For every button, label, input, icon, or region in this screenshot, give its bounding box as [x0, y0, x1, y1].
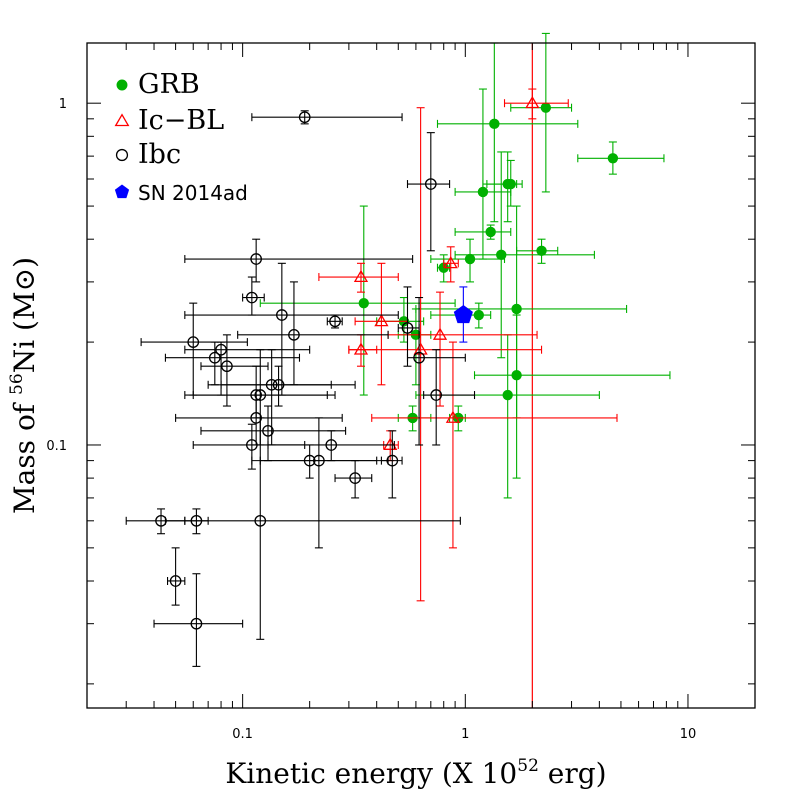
x-axis-title-superscript: 52 — [517, 756, 539, 776]
data-point — [424, 178, 437, 190]
series-ic-bl — [318, 88, 618, 602]
data-point — [250, 253, 263, 265]
data-point — [536, 245, 547, 256]
data-point — [485, 226, 496, 238]
y-axis-title-superscript: 56 — [7, 373, 27, 395]
data-point — [353, 269, 369, 283]
data-point — [496, 249, 507, 261]
data-point — [413, 342, 428, 355]
data-point — [511, 303, 522, 315]
data-point — [489, 118, 500, 130]
data-point — [246, 291, 258, 304]
legend-entry: Ibc — [115, 139, 181, 170]
series-ibc — [125, 110, 476, 667]
y-axis-title: Mass of 56Ni (M⊙) — [7, 257, 41, 514]
data-point — [254, 514, 267, 527]
data-point — [187, 336, 200, 348]
legend-marker — [114, 184, 130, 199]
legend-label: Ibc — [138, 139, 181, 170]
data-point — [349, 472, 361, 484]
axes-layer: 0.1 1 10 0.1 1 — [46, 42, 756, 742]
legend-entry: SN 2014ad — [114, 181, 248, 205]
legend-entry: GRB — [116, 69, 200, 100]
data-point — [169, 575, 182, 587]
legend-entry: Ic−BL — [114, 105, 224, 136]
data-point — [443, 256, 458, 269]
legend-label: Ic−BL — [138, 105, 224, 136]
data-point — [432, 327, 448, 340]
data-point — [190, 617, 203, 630]
y-axis-title-tail: Ni (M⊙) — [8, 257, 41, 373]
data-point — [272, 378, 285, 391]
data-point — [329, 315, 341, 328]
x-tick-label: 0.1 — [232, 727, 253, 742]
data-point — [525, 95, 540, 109]
data-point — [477, 186, 489, 198]
data-point — [288, 328, 300, 341]
x-tick-label: 10 — [680, 727, 697, 742]
data-point — [453, 305, 473, 324]
y-axis-title-main: Mass of — [8, 395, 41, 514]
x-axis-title: Kinetic energy (X 1052 erg) — [225, 756, 606, 790]
legend-marker — [116, 79, 128, 91]
series-sn-2014ad — [453, 286, 473, 343]
data-point — [215, 343, 227, 356]
y-tick-label: 1 — [59, 97, 67, 112]
legend-label: GRB — [138, 69, 200, 100]
data-point — [313, 454, 325, 467]
data-point — [413, 351, 425, 364]
data-point — [208, 351, 221, 364]
data-point — [505, 178, 516, 190]
plot-frame — [86, 42, 756, 709]
data-point — [353, 342, 369, 355]
x-tick-label: 1 — [461, 727, 469, 742]
data-point — [511, 370, 522, 381]
data-point — [262, 424, 274, 437]
x-axis-title-main: Kinetic energy (X 10 — [225, 757, 517, 790]
data-point — [607, 153, 619, 164]
data-point — [502, 389, 513, 401]
data-point — [445, 410, 461, 423]
data-point — [298, 111, 311, 124]
data-point — [540, 102, 552, 113]
data-point — [275, 309, 288, 321]
data-point — [473, 309, 485, 321]
data-point — [401, 322, 414, 334]
data-point — [383, 437, 398, 450]
data-point — [221, 360, 233, 373]
data-point — [430, 389, 443, 401]
data-layer — [125, 32, 671, 708]
legend-label: SN 2014ad — [138, 181, 248, 205]
y-tick-label: 0.1 — [46, 439, 67, 454]
data-point — [464, 253, 476, 265]
data-point — [374, 314, 389, 327]
data-point — [246, 439, 258, 451]
data-point — [325, 439, 338, 451]
x-axis-title-tail: erg) — [539, 757, 607, 790]
data-point — [386, 454, 399, 467]
legend-marker — [114, 113, 130, 127]
legend-marker — [115, 148, 129, 162]
data-point — [358, 297, 369, 309]
